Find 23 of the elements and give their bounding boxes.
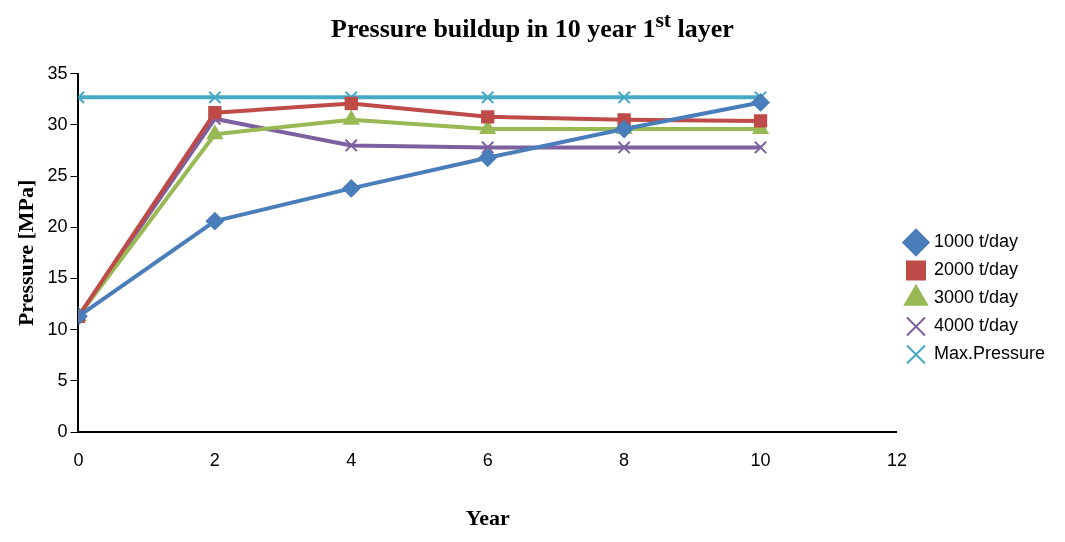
- legend-label: 1000 t/day: [933, 231, 1019, 252]
- y-tick-label: 35: [47, 62, 68, 83]
- x-tick-label: 10: [750, 449, 771, 470]
- chart-title: Pressure buildup in 10 year 1$^{st}$ layer: [330, 8, 735, 44]
- y-axis-title: Pressure [MPa]: [12, 179, 38, 327]
- legend-label: 4000 t/day: [933, 315, 1019, 336]
- legend-label: 2000 t/day: [933, 259, 1019, 280]
- x-axis-title: Year: [465, 505, 510, 531]
- x-tick-label: 2: [209, 449, 220, 470]
- legend-label: Max.Pressure: [933, 343, 1046, 364]
- x-tick-label: 4: [346, 449, 357, 470]
- legend-label: 3000 t/day: [933, 287, 1019, 308]
- y-tick-label: 0: [57, 420, 68, 441]
- y-tick-label: 10: [47, 318, 68, 339]
- y-tick-label: 25: [47, 165, 68, 186]
- x-tick-label: 12: [886, 449, 907, 470]
- y-tick-label: 5: [57, 369, 68, 390]
- x-tick-label: 0: [73, 449, 84, 470]
- y-tick-label: 20: [47, 216, 68, 237]
- x-tick-label: 8: [619, 449, 630, 470]
- y-tick-label: 30: [47, 113, 68, 134]
- x-tick-label: 6: [482, 449, 493, 470]
- y-tick-label: 15: [47, 267, 68, 288]
